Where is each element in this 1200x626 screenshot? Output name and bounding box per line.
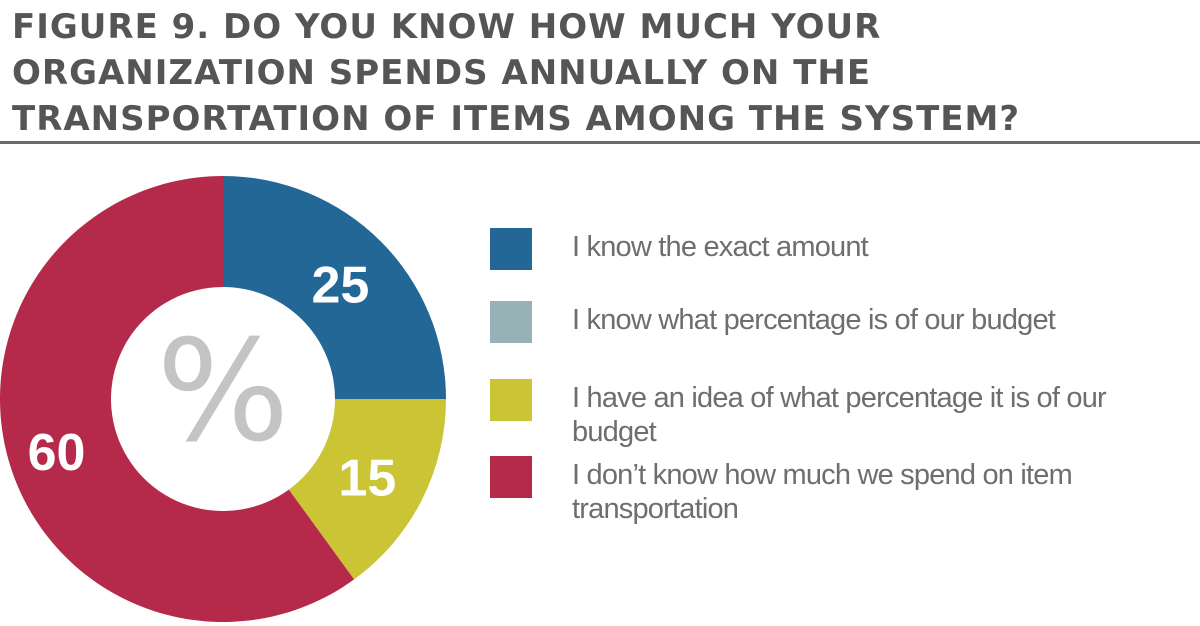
legend-swatch (490, 301, 532, 343)
legend-label: I have an idea of what percentage it is … (572, 382, 1107, 448)
slice-value-label-idea-percentage: 15 (338, 450, 396, 508)
slice-exact-amount (223, 176, 446, 399)
legend-swatch (490, 228, 532, 270)
legend-label: I don’t know how much we spend on item t… (572, 459, 1073, 525)
donut-chart: 25 15 60 % (0, 176, 446, 622)
legend-swatch (490, 456, 532, 498)
legend-label: I know the exact amount (572, 231, 869, 263)
slice-idea-percentage (288, 399, 446, 580)
title-divider (0, 141, 1200, 144)
slice-value-labels: 25 15 60 (28, 257, 397, 508)
center-percent-symbol: % (156, 311, 289, 474)
legend-swatch (490, 379, 532, 421)
legend-label: I know what percentage is of our budget (572, 304, 1056, 336)
slice-dont-know (0, 176, 355, 622)
chart-title: Figure 9. Do you know how much your orga… (12, 7, 1021, 139)
slice-value-label-dont-know: 60 (28, 424, 86, 482)
donut-slices (0, 176, 446, 622)
slice-value-label-exact-amount: 25 (311, 257, 369, 315)
